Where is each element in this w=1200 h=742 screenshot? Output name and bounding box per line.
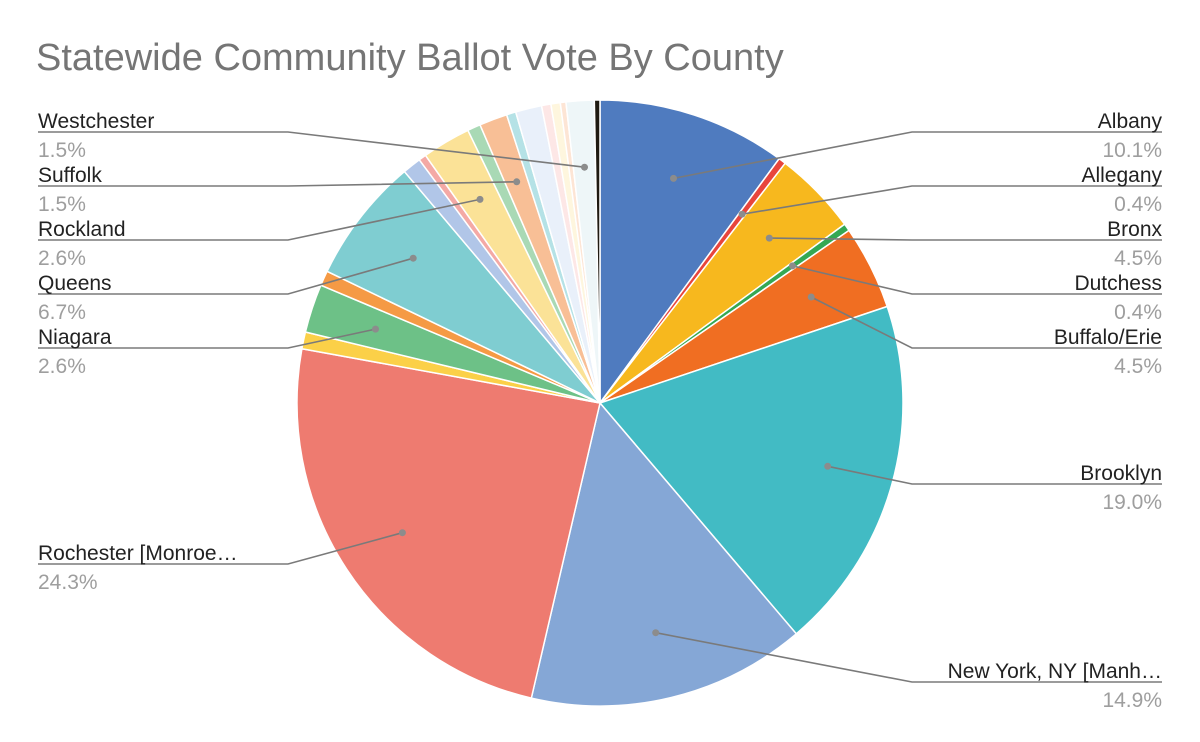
leader-line-new-york-ny-manh: [655, 631, 1162, 683]
slice-name-label-albany: Albany: [1098, 110, 1163, 133]
slice-percent-label-brooklyn: 19.0%: [1102, 491, 1162, 514]
slice-percent-label-suffolk: 1.5%: [38, 193, 86, 216]
pie-slice-23: [593, 99, 601, 404]
pie-slice-queens: [326, 170, 601, 404]
slice-name-label-suffolk: Suffolk: [38, 164, 102, 187]
slice-labels: Albany10.1%Allegany0.4%Bronx4.5%Dutchess…: [38, 110, 1162, 712]
slice-name-label-niagara: Niagara: [38, 326, 112, 349]
leader-line-dutchess: [792, 265, 1162, 295]
leader-line-niagara: [38, 328, 376, 349]
slice-name-label-bronx: Bronx: [1107, 218, 1162, 241]
leader-line-rockland: [38, 198, 481, 241]
pie-slice-albany: [599, 99, 781, 406]
slice-percent-label-rockland: 2.6%: [38, 247, 86, 270]
slice-name-label-dutchess: Dutchess: [1074, 272, 1162, 295]
leader-dot-albany: [670, 174, 677, 182]
leader-line-brooklyn: [827, 465, 1162, 485]
leader-dot-queens: [409, 254, 417, 262]
slice-percent-label-westchester: 1.5%: [38, 139, 86, 162]
slice-percent-label-albany: 10.1%: [1102, 139, 1162, 162]
slice-name-label-westchester: Westchester: [38, 110, 154, 133]
leader-dot-brooklyn: [824, 462, 832, 470]
pie-slice-brooklyn: [598, 305, 904, 635]
slice-percent-label-new-york-ny-manh: 14.9%: [1102, 689, 1162, 712]
leader-dot-rochester-monroe: [398, 529, 406, 537]
leader-dot-niagara: [372, 325, 379, 333]
slice-name-label-queens: Queens: [38, 272, 112, 295]
slice-percent-label-bronx: 4.5%: [1114, 247, 1162, 270]
leader-line-buffalo-erie: [810, 296, 1162, 349]
slice-name-label-new-york-ny-manh: New York, NY [Manh…: [948, 660, 1162, 683]
slice-percent-label-allegany: 0.4%: [1114, 193, 1162, 216]
slice-percent-label-buffalo-erie: 4.5%: [1114, 355, 1162, 378]
slice-percent-label-niagara: 2.6%: [38, 355, 86, 378]
leader-dot-bronx: [765, 234, 773, 242]
slice-name-label-rockland: Rockland: [38, 218, 126, 241]
leader-dot-new-york-ny-manh: [652, 629, 660, 637]
leader-dot-westchester: [581, 163, 588, 171]
slice-name-label-allegany: Allegany: [1081, 164, 1162, 187]
slice-percent-label-rochester-monroe: 24.3%: [38, 571, 98, 594]
leader-dot-dutchess: [789, 262, 796, 270]
slice-name-label-buffalo-erie: Buffalo/Erie: [1054, 326, 1162, 349]
leader-dot-rockland: [476, 195, 484, 203]
leader-line-westchester: [38, 131, 585, 168]
leader-dot-buffalo-erie: [807, 293, 815, 301]
leader-line-bronx: [769, 237, 1162, 241]
leader-line-rochester-monroe: [38, 531, 403, 565]
slice-percent-label-queens: 6.7%: [38, 301, 86, 324]
leader-line-allegany: [741, 185, 1162, 215]
slice-percent-label-dutchess: 0.4%: [1114, 301, 1162, 324]
leader-lines: [38, 131, 1162, 683]
pie-slice-new-york-ny-manh: [530, 401, 798, 707]
pie-slices: [296, 99, 904, 707]
leader-line-queens: [38, 257, 414, 295]
leader-line-albany: [673, 131, 1162, 180]
pie-slice-rochester-monroe: [296, 347, 601, 700]
slice-name-label-brooklyn: Brooklyn: [1080, 462, 1162, 485]
leader-line-suffolk: [38, 181, 517, 187]
leader-dot-suffolk: [513, 178, 521, 186]
chart-title: Statewide Community Ballot Vote By Count…: [36, 37, 784, 79]
slice-name-label-rochester-monroe: Rochester [Monroe…: [38, 542, 238, 565]
leader-dot-allegany: [738, 210, 746, 218]
